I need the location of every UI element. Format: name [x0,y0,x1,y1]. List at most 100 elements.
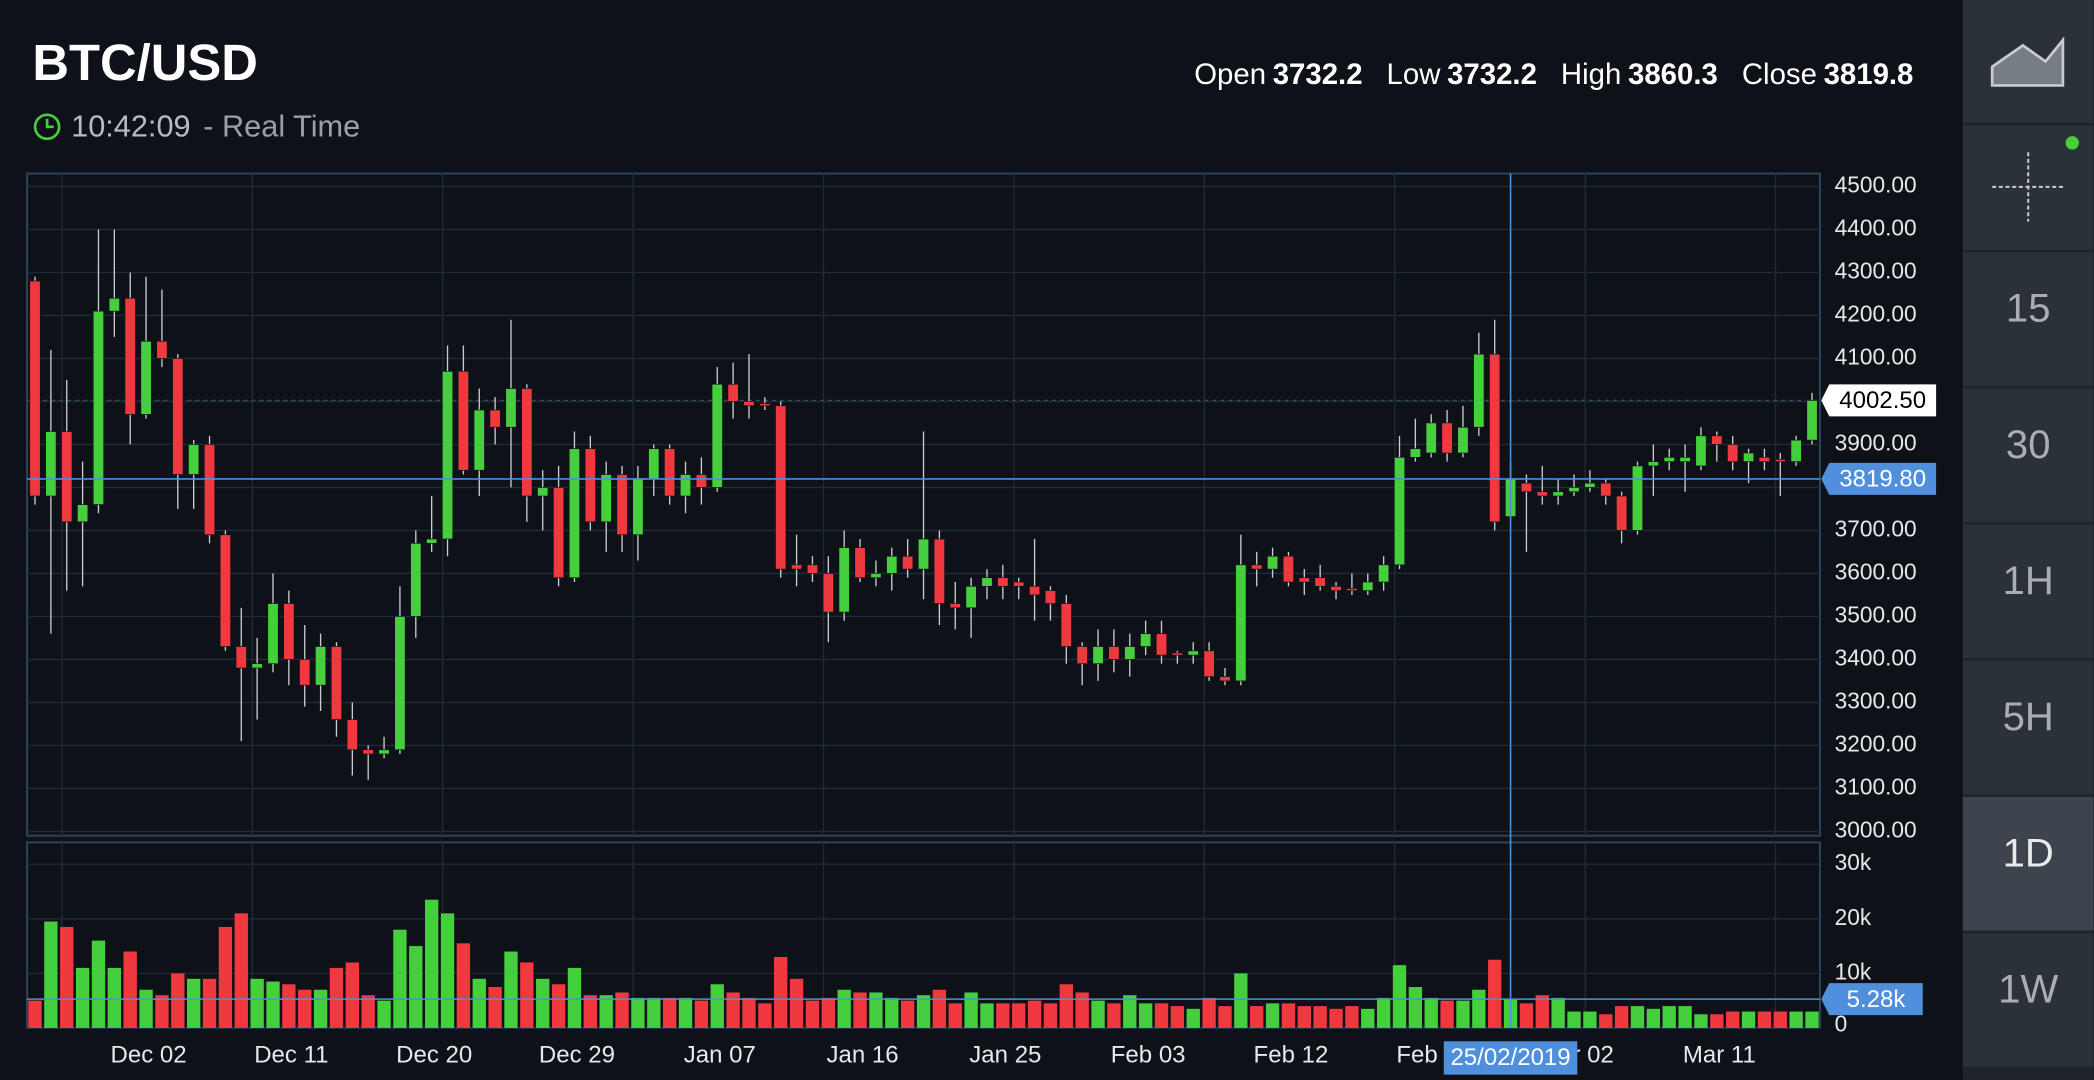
interval-button[interactable] [1962,660,2094,795]
candle-body [822,573,834,613]
candle-body [1076,646,1088,665]
volume-bar [91,940,106,1028]
candle-body [1251,564,1263,570]
interval-button[interactable] [1962,524,2094,659]
y-tick-label: 4200.00 [1835,300,1917,326]
volume-bar [726,992,740,1028]
candle-body [1124,646,1136,660]
volume-tick-label: 30k [1835,849,1872,875]
volume-bar [393,929,407,1028]
stat-value: 3819.8 [1824,58,1914,91]
candle-body [1679,456,1691,462]
candle-body [441,370,454,540]
volume-bar [313,989,328,1028]
interval-label: 1W [1998,967,2058,1011]
candle-body [1616,495,1628,531]
volume-bar [900,1000,915,1028]
volume-bar [1107,1003,1121,1028]
candle-body [1346,588,1358,591]
volume-bar [75,967,90,1028]
candle-body [743,401,755,407]
candle-body [267,603,279,665]
stat-label: Close [1742,58,1817,91]
volume-bar [1646,1008,1661,1028]
candle-body [664,448,676,497]
candle-body [283,603,295,660]
interval-button[interactable] [1962,796,2094,931]
x-tick-label: Dec 20 [396,1041,472,1068]
candle-body [1171,652,1183,656]
volume-bar [948,1003,962,1028]
volume-bar [1440,1000,1454,1028]
y-tick-label: 3300.00 [1835,687,1917,713]
interval-button[interactable] [1962,933,2094,1067]
volume-bar [1773,1011,1787,1028]
volume-bar [1599,1014,1613,1028]
candle-body [711,383,723,488]
candle-body [775,405,787,570]
volume-bar [710,984,724,1028]
volume-bar [694,1000,709,1028]
volume-bar [996,1003,1010,1028]
volume-bar [187,978,201,1028]
candle-body [1473,353,1485,428]
volume-bar [932,989,947,1028]
chart-type-icon [1990,36,2065,87]
candle-body [537,487,549,497]
candle-body [108,297,120,312]
volume-tick-label: 20k [1835,904,1872,930]
volume-bar [631,997,645,1028]
interval-button[interactable] [1962,388,2094,522]
interval-label: 30 [2006,423,2051,467]
candle-body [949,603,961,609]
volume-bar [60,926,74,1028]
volume-bar [742,997,756,1028]
candle-body [1727,444,1739,462]
volume-tick-label: 0 [1835,1010,1848,1036]
volume-bar [1186,1008,1200,1028]
candle-body [45,431,57,497]
candle-body [981,577,993,587]
volume-bar [409,946,423,1028]
candle-body [188,444,200,475]
y-tick-label: 3500.00 [1835,601,1917,627]
volume-bar [964,992,978,1028]
crosshair-icon [1992,152,2065,222]
volume-bar [647,997,661,1028]
volume-bar [1392,965,1407,1028]
volume-bar [1059,984,1073,1028]
y-tick-label: 3200.00 [1835,730,1917,756]
y-tick-label: 3100.00 [1835,773,1917,799]
volume-bar [1218,1006,1232,1028]
candle-body [1187,650,1199,656]
x-tick-label: Dec 02 [111,1041,187,1068]
candle-body [1441,422,1453,454]
crosshair-price-tag [1821,462,1937,495]
candle-body [299,659,311,686]
candle-body [553,487,565,579]
volume-bar [662,997,677,1028]
volume-bar [1472,989,1486,1028]
volume-bar [1012,1003,1026,1028]
volume-bar [1456,1000,1470,1028]
volume-bar [1757,1011,1772,1028]
candle-body [410,542,422,617]
volume-bar [424,899,439,1028]
stat-value: 3860.3 [1628,58,1718,91]
volume-bar [885,997,899,1028]
candle-body [679,474,692,497]
volume-bar [1027,1000,1042,1028]
volume-bar [853,992,867,1028]
volume-bar [1265,1003,1280,1028]
interval-button[interactable] [1962,252,2094,386]
interval-label: 1H [2003,559,2054,603]
candle-body [1711,435,1723,445]
volume-bar [1329,1008,1343,1028]
candle-body [505,388,517,428]
volume-bar [520,962,534,1028]
candle-body [1330,585,1342,591]
volume-bar [107,967,122,1028]
volume-bar [1345,1006,1359,1028]
candle-body [1647,461,1659,467]
